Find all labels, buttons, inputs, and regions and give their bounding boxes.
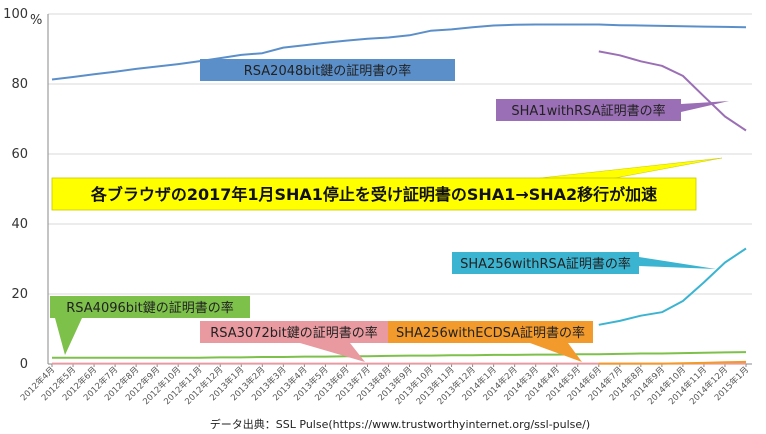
y-axis-unit-label: % xyxy=(30,13,42,28)
callout-pointer xyxy=(55,318,82,355)
series-line xyxy=(51,23,747,81)
series-label: RSA2048bit鍵の証明書の率 xyxy=(244,63,411,79)
y-tick-label: 60 xyxy=(11,147,28,162)
y-axis-ticks: 0 20 40 60 80 100 xyxy=(3,7,28,372)
callout-box xyxy=(200,321,388,343)
series-line xyxy=(598,247,747,326)
series-callouts: RSA2048bit鍵の証明書の率 SHA1withRSA証明書の率 SHA256w… xyxy=(50,59,729,362)
callout-box xyxy=(50,296,250,318)
series-line xyxy=(598,360,747,365)
y-tick-label: 40 xyxy=(11,217,28,232)
y-tick-label: 80 xyxy=(11,77,28,92)
series-line xyxy=(52,351,747,359)
callout-box xyxy=(388,321,593,343)
y-tick-label: 100 xyxy=(3,7,28,22)
series-lines xyxy=(51,23,747,365)
callout-box xyxy=(452,252,639,274)
callout-pointer xyxy=(639,257,716,269)
callout-pointer xyxy=(300,343,365,362)
headline-banner: 各ブラウザの2017年1月SHA1停止を受け証明書のSHA1→SHA2移行が加速 xyxy=(51,157,723,211)
series-label: RSA4096bit鍵の証明書の率 xyxy=(66,300,233,316)
series-label: SHA256withECDSA証明書の率 xyxy=(396,325,585,341)
series-label: RSA3072bit鍵の証明書の率 xyxy=(210,325,377,341)
series-line xyxy=(598,50,747,132)
series-label: SHA1withRSA証明書の率 xyxy=(511,103,665,119)
callout-box xyxy=(496,99,681,121)
y-tick-label: 0 xyxy=(20,357,28,372)
banner-text: 各ブラウザの2017年1月SHA1停止を受け証明書のSHA1→SHA2移行が加速 xyxy=(90,185,657,204)
series-label: SHA256withRSA証明書の率 xyxy=(460,256,631,272)
callout-box xyxy=(200,59,455,81)
x-axis-ticks: 2012年4月2012年5月2012年6月2012年7月2012年8月2012年… xyxy=(18,364,751,407)
y-tick-label: 20 xyxy=(11,287,28,302)
banner-box xyxy=(51,177,697,211)
callout-pointer xyxy=(681,101,729,112)
source-note: データ出典：SSL Pulse(https://www.trustworthyi… xyxy=(210,417,590,431)
callout-pointer xyxy=(530,343,582,362)
